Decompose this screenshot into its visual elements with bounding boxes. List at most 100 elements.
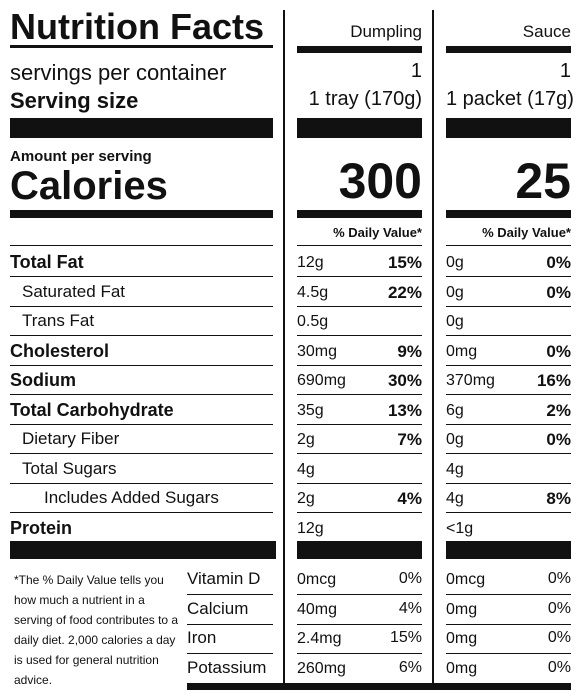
title: Nutrition Facts (10, 6, 265, 47)
rule (446, 210, 571, 218)
rule (446, 335, 571, 336)
rule (446, 46, 571, 53)
rule (10, 364, 273, 366)
vitamin-name: Iron (187, 628, 217, 647)
daily-value: 4% (398, 599, 422, 617)
rule (10, 45, 273, 48)
rule (10, 423, 273, 425)
rule (446, 512, 571, 513)
rule (446, 394, 571, 395)
nutrient-name: Protein (10, 517, 73, 538)
amount: 0mg (446, 659, 478, 677)
rule (297, 423, 422, 425)
rule (10, 210, 273, 218)
daily-value: 0% (546, 253, 571, 272)
rule (446, 453, 571, 454)
daily-value-header: % Daily Value* (482, 225, 571, 240)
calories-label: Calories (10, 164, 168, 208)
rule (446, 482, 571, 484)
amount: 2.4mg (297, 630, 342, 647)
rule (297, 394, 422, 395)
rule (297, 305, 422, 307)
amount: 0g (446, 431, 464, 448)
amount: 35g (297, 401, 324, 419)
amount: 370mg (446, 372, 495, 389)
rule (446, 623, 571, 625)
rule (10, 245, 273, 246)
nutrient-name: Cholesterol (10, 340, 110, 361)
rule (297, 335, 422, 336)
amount: 12g (297, 519, 324, 537)
servings: 1 (410, 60, 422, 82)
rule (10, 512, 273, 513)
amount: 0mg (446, 630, 478, 647)
rule (297, 482, 422, 484)
amount: 0g (446, 254, 464, 271)
daily-value: 16% (536, 371, 571, 390)
amount-per-serving: Amount per serving (10, 148, 152, 165)
amount: 0g (446, 313, 464, 330)
nutrient-name: Sodium (10, 370, 76, 390)
daily-value: 8% (546, 489, 571, 508)
daily-value: 0% (547, 629, 571, 646)
daily-value: 0% (547, 570, 571, 587)
nutrient-name: Dietary Fiber (22, 429, 120, 448)
amount: 2g (297, 431, 315, 448)
nutrient-name: Includes Added Sugars (44, 488, 219, 507)
rule (297, 453, 422, 454)
amount: 4g (446, 460, 464, 478)
nutrient-name: Trans Fat (22, 311, 95, 330)
daily-value: 6% (398, 658, 422, 676)
column-header: Sauce (522, 22, 571, 41)
amount: 4g (297, 460, 315, 478)
daily-value: 13% (387, 400, 422, 420)
amount: 0mg (446, 342, 478, 360)
servings: 1 (559, 60, 571, 82)
rule (446, 423, 571, 425)
rule (187, 594, 273, 595)
rule (446, 276, 571, 277)
amount: 690mg (297, 372, 346, 389)
amount: 40mg (297, 600, 338, 618)
amount: 0g (446, 283, 464, 301)
vitamin-name: Calcium (187, 598, 249, 618)
column-header: Dumpling (350, 22, 422, 41)
rule (446, 364, 571, 366)
serving-size-label: Serving size (10, 88, 139, 113)
rule (10, 541, 276, 559)
rule (10, 305, 273, 307)
nutrient-name: Total Sugars (22, 458, 117, 478)
rule (10, 335, 273, 336)
rule (297, 623, 422, 625)
amount: 6g (446, 401, 464, 419)
rule (297, 541, 422, 559)
daily-value: 0% (546, 282, 571, 302)
daily-value: 4% (397, 489, 422, 508)
serving-size: 1 tray (170g) (308, 88, 422, 110)
rule (297, 210, 422, 218)
calories: 25 (515, 153, 571, 209)
rule (446, 541, 571, 559)
daily-value: 0% (398, 570, 422, 587)
rule (297, 594, 422, 595)
daily-value: 30% (387, 371, 422, 390)
daily-value: 0% (547, 658, 571, 676)
calories: 300 (338, 153, 422, 209)
rule (297, 118, 422, 138)
rule (10, 453, 273, 454)
rule (446, 653, 571, 654)
rule (297, 245, 422, 246)
amount: 4.5g (297, 283, 329, 301)
rule (446, 305, 571, 307)
amount: 0mcg (297, 571, 337, 588)
nutrient-name: Saturated Fat (22, 281, 126, 301)
daily-value: 0% (546, 430, 571, 449)
rule (297, 364, 422, 366)
bottom-bar (187, 683, 571, 690)
rule (10, 118, 273, 138)
rule (446, 118, 571, 138)
rule (297, 276, 422, 277)
daily-value: 2% (546, 400, 571, 420)
daily-value-header: % Daily Value* (333, 225, 422, 240)
